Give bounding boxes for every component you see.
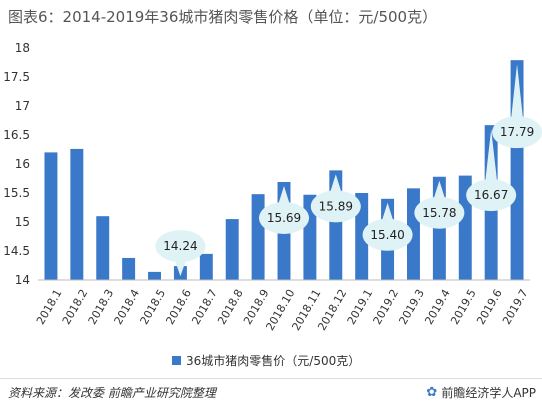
callout-bubble xyxy=(362,218,413,251)
callouts: 14.24 15.69 15.89 15.40 15.78 16.67 17.79 xyxy=(155,64,542,277)
callout-pointer xyxy=(433,180,446,200)
bar xyxy=(199,253,213,280)
brand: ✿ 前瞻经济学人APP xyxy=(426,384,536,401)
bar xyxy=(251,194,265,280)
data-label: 17.79 xyxy=(500,125,534,139)
y-tick-label: 14.5 xyxy=(3,244,30,258)
bar xyxy=(122,257,136,280)
y-tick-label: 16.5 xyxy=(3,128,30,142)
callout-bubble xyxy=(310,190,361,223)
y-tick-label: 17 xyxy=(15,99,30,113)
data-label: 14.24 xyxy=(163,239,197,253)
callout-bubble xyxy=(155,230,206,263)
legend: 36城市猪肉零售价（元/500克） xyxy=(172,352,360,369)
qianzhan-logo-icon: ✿ xyxy=(426,385,438,400)
bar xyxy=(44,152,58,280)
bar xyxy=(70,148,84,280)
callout-pointer xyxy=(511,64,524,120)
callout-pointer xyxy=(381,202,394,222)
bars xyxy=(44,60,524,281)
data-label: 15.89 xyxy=(319,199,353,213)
y-tick-label: 18 xyxy=(15,41,30,55)
y-tick-label: 15 xyxy=(15,215,30,229)
legend-label: 36城市猪肉零售价（元/500克） xyxy=(186,354,361,368)
chart-title: 图表6：2014-2019年36城市猪肉零售价格（单位：元/500克） xyxy=(8,8,438,26)
y-tick-label: 15.5 xyxy=(3,186,30,200)
data-label: 16.67 xyxy=(474,188,508,202)
callout-bubble xyxy=(414,196,465,229)
callout-pointer xyxy=(278,185,290,205)
bar xyxy=(148,271,161,280)
callout-pointer xyxy=(485,129,498,183)
source-note: 资料来源：发改委 前瞻产业研究院整理 xyxy=(8,386,216,400)
footer-divider xyxy=(0,378,542,379)
legend-swatch xyxy=(172,356,181,365)
bar xyxy=(96,216,110,280)
bar xyxy=(355,193,369,280)
data-label: 15.40 xyxy=(370,228,404,242)
callout-pointer xyxy=(329,174,342,194)
callout-bubble xyxy=(259,201,309,234)
y-tick-label: 14 xyxy=(15,273,30,287)
data-label: 15.69 xyxy=(267,211,301,225)
y-tick-label: 17.5 xyxy=(3,70,30,84)
data-label: 15.78 xyxy=(422,206,456,220)
y-axis: 14 14.5 15 15.5 16 16.5 17 17.5 18 xyxy=(3,41,30,287)
callout-pointer xyxy=(174,259,187,277)
y-tick-label: 16 xyxy=(15,157,30,171)
bar xyxy=(225,219,239,280)
brand-label: 前瞻经济学人APP xyxy=(441,386,536,400)
x-axis: 2018.12018.22018.32018.42018.52018.62018… xyxy=(34,279,531,333)
callout-bubble xyxy=(466,179,517,212)
callout-bubble xyxy=(492,116,542,149)
x-tick-label: 2019.7 xyxy=(500,287,531,327)
bar-chart: 14 14.5 15 15.5 16 16.5 17 17.5 18 2018.12018.22… xyxy=(3,41,542,333)
